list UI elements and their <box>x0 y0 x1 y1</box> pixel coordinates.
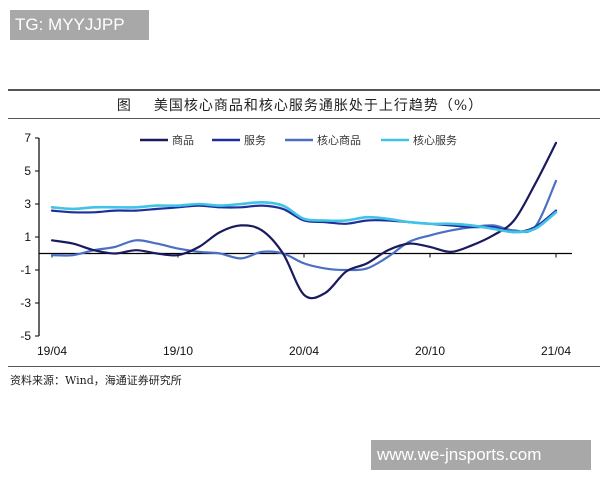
figure-label: 图 <box>116 98 132 114</box>
source-note: 资料来源：Wind，海通证券研究所 <box>10 374 182 387</box>
y-tick-label: -3 <box>20 296 31 310</box>
chart-axes: 7 5 3 1 -1 -3 -5 19/04 19/10 20/04 20/10 21/04 <box>20 131 572 358</box>
x-tick-label: 20/10 <box>415 344 445 358</box>
title-bottom-rule <box>8 118 600 119</box>
legend-label: 核心商品 <box>317 133 361 147</box>
x-tick-label: 19/10 <box>163 344 193 358</box>
title-top-rule <box>8 89 600 91</box>
y-tick-label: 7 <box>24 131 31 145</box>
figure-title-text: 美国核心商品和核心服务通胀处于上行趋势（%） <box>153 98 484 114</box>
series-line-2 <box>50 204 558 234</box>
y-tick-label: 3 <box>24 197 31 211</box>
y-tick-label: 5 <box>24 164 31 178</box>
watermark-top: TG: MYYJJPP <box>10 10 149 40</box>
x-tick-label: 20/04 <box>289 344 319 358</box>
chart-legend: 商品 服务 核心商品 核心服务 <box>140 133 457 147</box>
figure-title: 图 美国核心商品和核心服务通胀处于上行趋势（%） <box>0 95 600 115</box>
x-tick-label: 19/04 <box>37 344 67 358</box>
series-line-4 <box>50 200 558 234</box>
series-line-1 <box>50 141 558 300</box>
legend-label: 服务 <box>244 134 266 147</box>
legend-label: 商品 <box>172 133 194 147</box>
y-tick-label: 1 <box>24 230 31 244</box>
chart-series <box>50 141 558 300</box>
legend-label: 核心服务 <box>413 133 457 147</box>
source-rule <box>8 366 600 367</box>
x-tick-label: 21/04 <box>541 344 571 358</box>
watermark-bottom: www.we-jnsports.com <box>371 440 591 470</box>
line-chart: 商品 服务 核心商品 核心服务 7 5 3 1 -1 -3 -5 19/04 19/10 20/04 20… <box>20 131 572 358</box>
y-tick-label: -5 <box>20 329 31 343</box>
y-tick-label: -1 <box>20 263 31 277</box>
